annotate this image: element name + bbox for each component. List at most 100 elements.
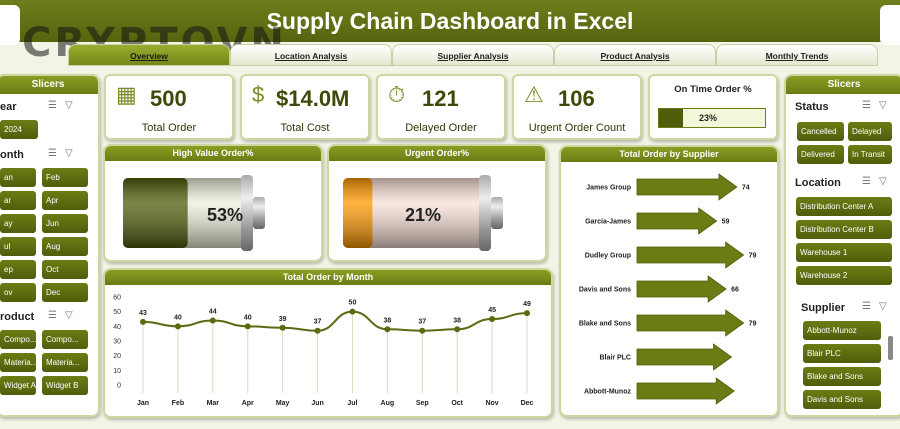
slicer-location-dc-a[interactable]: Distribution Center A: [796, 197, 892, 216]
kpi-delayed-order-label: Delayed Order: [405, 122, 477, 134]
x-tick-label: Dec: [521, 400, 534, 407]
high-value-battery: 53%: [123, 175, 265, 251]
kpi-total-cost: $ $14.0M Total Cost: [240, 74, 370, 140]
y-tick-label: 20: [113, 353, 121, 360]
slicer-product-3[interactable]: Materia...: [0, 353, 36, 372]
kpi-urgent-order-value: 106: [558, 86, 595, 111]
slicer-month-may[interactable]: ay: [0, 214, 36, 233]
slicer-status-cancelled[interactable]: Cancelled: [797, 122, 844, 141]
supplier-category-label: James Group: [586, 185, 631, 192]
month-chart-panel: Total Order by Month 0 10 20 30 40 50 60 Jan Feb…: [103, 268, 553, 418]
x-tick-label: Jul: [347, 400, 357, 407]
supplier-bar: [636, 275, 727, 303]
battery-terminal: [491, 197, 503, 229]
slicer-product-6[interactable]: Widget B: [42, 376, 88, 395]
tab-location-analysis[interactable]: Location Analysis: [230, 44, 392, 66]
slicer-month-aug[interactable]: Aug: [42, 237, 88, 256]
tab-bar: Overview Location Analysis Supplier Anal…: [68, 44, 878, 66]
slicer-supplier-abbott[interactable]: Abbott-Munoz: [803, 321, 881, 340]
slicer-location-dc-b[interactable]: Distribution Center B: [796, 220, 892, 239]
year-slicer-tools[interactable]: ☰▽: [48, 100, 81, 111]
kpi-total-order-label: Total Order: [141, 122, 197, 134]
slicer-month-nov[interactable]: ov: [0, 283, 36, 302]
supplier-bar: [636, 207, 718, 235]
y-tick-label: 30: [113, 339, 121, 346]
urgent-pct-panel: Urgent Order% 21%: [327, 144, 547, 262]
status-slicer-tools[interactable]: ☰▽: [862, 100, 895, 111]
y-tick-label: 60: [113, 295, 121, 302]
supplier-bar: [636, 309, 745, 337]
supplier-slicer-scrollbar[interactable]: [888, 336, 893, 360]
slicer-year-2024[interactable]: 2024: [0, 120, 38, 139]
slicer-month-mar[interactable]: ar: [0, 191, 36, 210]
slicer-month-jan[interactable]: an: [0, 168, 36, 187]
month-slicer-tools[interactable]: ☰▽: [48, 148, 81, 159]
slicer-product-1[interactable]: Compo...: [0, 330, 36, 349]
slicer-product-2[interactable]: Compo...: [42, 330, 88, 349]
status-slicer-label: Status: [795, 101, 829, 113]
dashboard-title: Supply Chain Dashboard in Excel: [0, 0, 900, 42]
slicer-month-apr[interactable]: Apr: [42, 191, 88, 210]
slicer-month-feb[interactable]: Feb: [42, 168, 88, 187]
slicer-month-jul[interactable]: ul: [0, 237, 36, 256]
tab-monthly-trends[interactable]: Monthly Trends: [716, 44, 878, 66]
logo-right: [880, 5, 900, 45]
slicer-product-5[interactable]: Widget A: [0, 376, 36, 395]
slicer-supplier-blair[interactable]: Blair PLC: [803, 344, 881, 363]
supplier-slicer-label: Supplier: [801, 302, 846, 314]
slicer-month-jun[interactable]: Jun: [42, 214, 88, 233]
kpi-delayed-order-value: 121: [422, 86, 459, 111]
high-value-percent: 53%: [207, 205, 243, 225]
supplier-bar: [636, 173, 738, 201]
location-slicer-tools[interactable]: ☰▽: [862, 176, 895, 187]
supplier-value-label: 79: [749, 321, 757, 328]
data-label: 37: [314, 319, 322, 326]
data-label: 44: [209, 308, 217, 315]
x-tick-label: Apr: [242, 400, 254, 407]
data-label: 45: [488, 307, 496, 314]
data-label: 38: [383, 317, 391, 324]
battery-ring: [241, 175, 253, 251]
product-slicer-tools[interactable]: ☰▽: [48, 310, 81, 321]
supplier-value-label: 59: [722, 219, 730, 226]
kpi-urgent-order: ⚠ 106 Urgent Order Count: [512, 74, 642, 140]
kpi-total-order: ▦ 500 Total Order: [104, 74, 234, 140]
high-value-panel: High Value Order% 53%: [103, 144, 323, 262]
slicer-location-wh-2[interactable]: Warehouse 2: [796, 266, 892, 285]
supplier-slicer-tools[interactable]: ☰▽: [862, 301, 895, 312]
high-value-title: High Value Order%: [105, 146, 321, 161]
slicer-supplier-davis[interactable]: Davis and Sons: [803, 390, 881, 409]
urgent-pct-percent: 21%: [405, 205, 441, 225]
data-point: [384, 326, 391, 333]
y-tick-label: 0: [117, 383, 121, 390]
data-point: [140, 318, 146, 325]
data-point: [454, 326, 461, 333]
slicer-supplier-blake[interactable]: Blake and Sons: [803, 367, 881, 386]
slicer-month-dec[interactable]: Dec: [42, 283, 88, 302]
tab-supplier-analysis[interactable]: Supplier Analysis: [392, 44, 554, 66]
supplier-value-label: 74: [742, 185, 750, 192]
slicer-status-delivered[interactable]: Delivered: [797, 145, 844, 164]
series-line: [142, 310, 528, 332]
x-tick-label: May: [276, 400, 290, 407]
on-time-progress-track: 23%: [658, 108, 766, 128]
slicer-location-wh-1[interactable]: Warehouse 1: [796, 243, 892, 262]
slicer-month-oct[interactable]: Oct: [42, 260, 88, 279]
supplier-bar: [636, 241, 745, 269]
slicer-status-in-transit[interactable]: In Transit: [848, 145, 892, 164]
data-point: [419, 327, 426, 334]
slicer-month-sep[interactable]: ep: [0, 260, 36, 279]
right-slicer-title: Slicers: [786, 76, 900, 94]
data-point: [349, 308, 356, 315]
product-slicer-label: roduct: [0, 311, 35, 323]
supplier-category-label: Davis and Sons: [579, 287, 631, 294]
battery-ring: [479, 175, 491, 251]
supplier-bar-chart: James Group 74 Garcia-James 59 Dudley Group 7…: [579, 173, 757, 405]
slicer-status-delayed[interactable]: Delayed: [848, 122, 892, 141]
supplier-value-label: 79: [749, 253, 757, 260]
slicer-product-4[interactable]: Materia...: [42, 353, 88, 372]
tab-product-analysis[interactable]: Product Analysis: [554, 44, 716, 66]
x-tick-label: Mar: [207, 400, 220, 407]
data-label: 49: [523, 301, 531, 308]
tab-overview[interactable]: Overview: [68, 44, 230, 66]
